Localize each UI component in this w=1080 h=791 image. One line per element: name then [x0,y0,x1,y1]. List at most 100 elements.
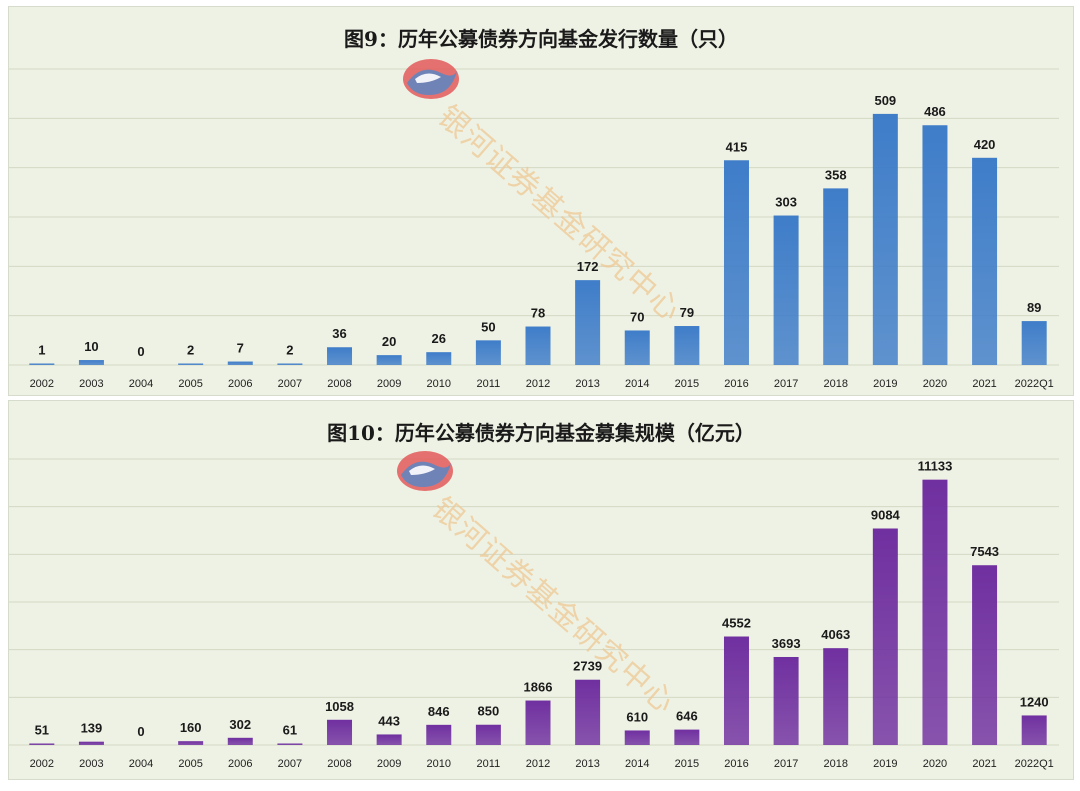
bar-2014 [624,330,650,365]
x-tick-label-2003: 2003 [79,378,103,390]
x-tick-label-2002: 2002 [30,378,54,390]
bar-2013 [575,679,601,745]
bar-2003 [78,741,104,745]
data-label-2010: 846 [428,704,450,719]
data-label-2013: 172 [577,259,599,274]
bar-2009 [376,355,402,365]
x-tick-label-2017: 2017 [774,378,798,390]
data-label-2016: 4552 [722,616,751,631]
data-label-2002: 51 [35,723,49,738]
bar-2011 [475,340,501,365]
bar-2016 [723,160,749,365]
data-label-2008: 36 [332,326,346,341]
x-tick-label-2017: 2017 [774,758,798,770]
x-tick-label-2016: 2016 [724,378,748,390]
data-label-2015: 646 [676,709,698,724]
bar-2002 [29,363,55,365]
x-tick-label-2022Q1: 2022Q1 [1015,378,1054,390]
data-label-2019: 509 [874,93,896,108]
data-label-2005: 160 [180,720,202,735]
data-label-2012: 78 [531,306,545,321]
data-label-2022Q1: 1240 [1020,694,1049,709]
chart-panel-issuance-count: 图9：历年公募债券方向基金发行数量（只） 1 2002 10 2003 0 2004 2 20… [8,6,1074,396]
x-tick-label-2021: 2021 [972,378,996,390]
bar-2018 [823,648,849,745]
data-label-2009: 443 [378,713,400,728]
bar-2021 [972,565,998,745]
data-label-2014: 70 [630,309,644,324]
bar-2016 [723,636,749,745]
bar-2022Q1 [1021,321,1047,365]
bar-2019 [872,113,898,365]
x-tick-label-2005: 2005 [178,378,202,390]
x-tick-label-2020: 2020 [923,378,947,390]
x-tick-label-2014: 2014 [625,378,649,390]
data-label-2016: 415 [726,139,748,154]
chart-title: 图10：历年公募债券方向基金募集规模（亿元） [327,421,755,445]
data-label-2012: 1866 [524,680,553,695]
data-label-2018: 4063 [821,627,850,642]
bar-2018 [823,188,849,365]
chart-panel-fundraising-scale: 图10：历年公募债券方向基金募集规模（亿元） 51 2002 139 2003 0 200… [8,400,1074,780]
x-tick-label-2011: 2011 [477,758,501,770]
x-tick-label-2004: 2004 [129,378,153,390]
x-tick-label-2006: 2006 [228,378,252,390]
data-label-2002: 1 [38,343,45,358]
x-tick-label-2007: 2007 [278,378,302,390]
bar-2002 [29,743,55,745]
x-tick-label-2005: 2005 [178,758,202,770]
x-tick-label-2018: 2018 [823,758,847,770]
x-tick-label-2021: 2021 [972,758,996,770]
bar-chart-fundraising-scale: 51 2002 139 2003 0 2004 160 2005 302 2006 61 2007 10… [9,458,1059,770]
bar-2010 [426,352,452,365]
x-tick-label-2008: 2008 [327,758,351,770]
data-label-2019: 9084 [871,507,901,522]
x-tick-label-2013: 2013 [575,758,599,770]
bar-2011 [475,724,501,745]
data-label-2018: 358 [825,167,847,182]
bar-2008 [327,719,353,745]
x-tick-label-2020: 2020 [923,758,947,770]
bar-2007 [277,363,303,365]
data-label-2020: 486 [924,104,946,119]
data-label-2009: 20 [382,334,396,349]
bar-2015 [674,729,700,745]
x-tick-label-2011: 2011 [477,378,501,390]
x-tick-label-2012: 2012 [526,758,550,770]
bar-2017 [773,215,799,365]
data-label-2013: 2739 [573,659,602,674]
data-label-2011: 50 [481,319,495,334]
data-label-2004: 0 [137,344,144,359]
bar-2020 [922,125,948,366]
bar-2005 [178,741,204,745]
x-tick-label-2010: 2010 [427,758,451,770]
bar-2021 [972,157,998,365]
x-tick-label-2009: 2009 [377,758,401,770]
bar-2012 [525,326,551,365]
bar-2003 [78,360,104,365]
data-label-2022Q1: 89 [1027,300,1041,315]
data-label-2017: 303 [775,195,797,210]
data-label-2011: 850 [478,704,500,719]
bar-2020 [922,479,948,745]
x-tick-label-2008: 2008 [327,378,351,390]
bar-2022Q1 [1021,715,1047,745]
data-label-2010: 26 [432,331,446,346]
x-tick-label-2015: 2015 [675,378,699,390]
bar-chart-issuance-count: 1200210200302004220057200622007362008202… [9,68,1059,390]
bar-2015 [674,326,700,365]
data-label-2007: 2 [286,343,293,358]
x-tick-label-2012: 2012 [526,378,550,390]
bar-2010 [426,724,452,745]
data-label-2021: 7543 [970,544,999,559]
bar-2006 [227,737,253,745]
x-tick-label-2019: 2019 [873,378,897,390]
x-tick-label-2022Q1: 2022Q1 [1015,758,1054,770]
data-label-2006: 7 [237,341,244,356]
data-label-2020: 11133 [918,459,953,474]
bar-2005 [178,363,204,365]
x-tick-label-2007: 2007 [278,758,302,770]
bar-2019 [872,528,898,745]
bar-2012 [525,700,551,745]
bar-2017 [773,656,799,745]
